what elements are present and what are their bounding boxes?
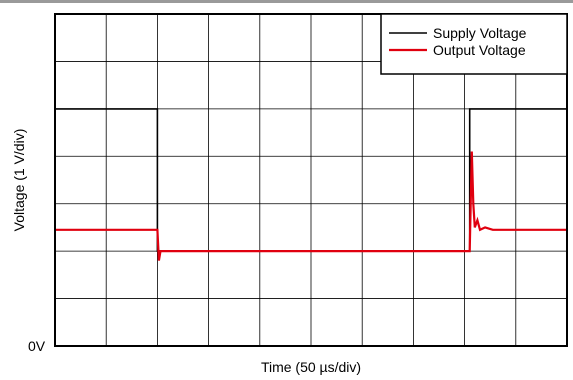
legend-box xyxy=(380,13,568,75)
series-layer xyxy=(55,108,567,261)
y-tick-label-0v: 0V xyxy=(28,338,46,354)
top-rule xyxy=(0,0,573,3)
plot-frame xyxy=(54,13,568,347)
x-axis-label: Time (50 µs/div) xyxy=(261,359,361,375)
series-line-output-voltage xyxy=(55,151,567,261)
y-axis-label: Voltage (1 V/div) xyxy=(11,129,27,232)
legend-label-output-voltage: Output Voltage xyxy=(433,42,526,58)
legend-label-supply-voltage: Supply Voltage xyxy=(433,25,527,41)
